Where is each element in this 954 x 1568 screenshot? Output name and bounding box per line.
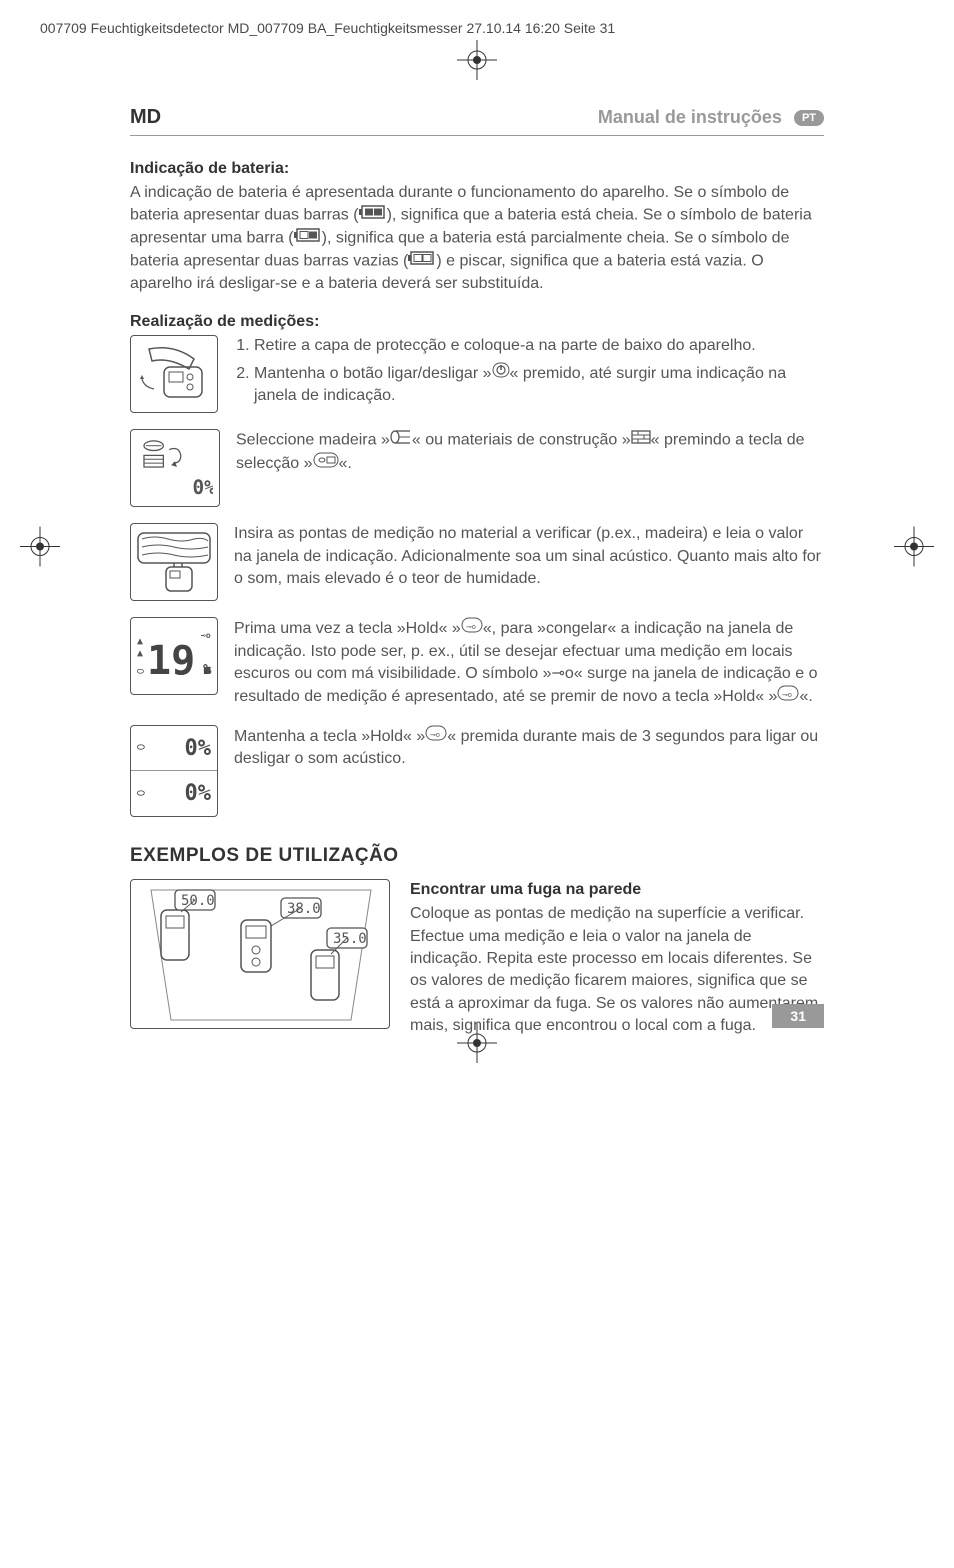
step-3-illustration	[130, 523, 218, 601]
example-body: Coloque as pontas de medição na superfíc…	[410, 905, 818, 1034]
page-content: MD Manual de instruções PT Indicação de …	[0, 46, 954, 1098]
example-text: Encontrar uma fuga na parede Coloque as …	[410, 879, 824, 1038]
lcd-bottom: ⬭ 0%	[131, 771, 217, 816]
step-1: Retire a capa de protecção e coloque-a n…	[130, 335, 824, 413]
hold-button-icon: ⊸o	[777, 685, 799, 708]
hold-button-icon: ⊸o	[461, 617, 483, 640]
step-4-text: Prima uma vez a tecla »Hold« »⊸o«, para …	[234, 617, 824, 709]
svg-text:⊸o: ⊸o	[430, 732, 440, 739]
battery-heading: Indicação de bateria:	[130, 160, 824, 178]
step-1-text: Retire a capa de protecção e coloque-a n…	[234, 335, 824, 411]
svg-text:38.0: 38.0	[287, 901, 321, 917]
example-illustration: 50.0 38.0 35.0	[130, 879, 390, 1029]
example-block: 50.0 38.0 35.0	[130, 879, 824, 1038]
step-1-illustration	[130, 335, 218, 413]
step-4: ▲ ▲ ⬭ 19.8 % ⊸o Prima uma vez a tecla »H…	[130, 617, 824, 709]
svg-text:50.0: 50.0	[181, 893, 215, 909]
wood-icon	[390, 429, 412, 451]
svg-text:35.0: 35.0	[333, 931, 367, 947]
svg-text:⊸o: ⊸o	[201, 631, 211, 640]
power-icon	[492, 362, 510, 385]
step-5-illustration: ⬭ 0% ⬭ 0%	[130, 725, 218, 817]
select-button-icon	[313, 452, 339, 475]
svg-text:%: %	[203, 662, 212, 678]
step-4-illustration: ▲ ▲ ⬭ 19.8 % ⊸o	[130, 617, 218, 695]
manual-title: Manual de instruções	[598, 107, 782, 128]
svg-text:⬭: ⬭	[136, 667, 144, 676]
svg-text:▲: ▲	[137, 648, 143, 659]
step-5: ⬭ 0% ⬭ 0% Mantenha a tecla »Hold« »⊸o« p…	[130, 725, 824, 817]
step-1-item-2: Mantenha o botão ligar/desligar »« premi…	[254, 362, 824, 408]
hold-button-icon: ⊸o	[425, 725, 447, 748]
battery-empty-icon	[408, 250, 436, 272]
svg-text:⊸o: ⊸o	[466, 624, 476, 631]
battery-full-icon	[359, 204, 387, 226]
step-2-text: Seleccione madeira »« ou materiais de co…	[236, 429, 824, 475]
step-1-item-1: Retire a capa de protecção e coloque-a n…	[254, 335, 824, 357]
hold-symbol: ⊸o	[551, 665, 573, 682]
document-header: MD Manual de instruções PT	[130, 106, 824, 136]
examples-title: EXEMPLOS DE UTILIZAÇÃO	[130, 845, 824, 867]
measurements-heading: Realização de medições:	[130, 313, 824, 331]
model-code: MD	[130, 106, 161, 129]
step-2: 0% Seleccione madeira »« ou materiais de…	[130, 429, 824, 507]
step-3-text: Insira as pontas de medição no material …	[234, 523, 824, 590]
step-3: Insira as pontas de medição no material …	[130, 523, 824, 601]
language-badge: PT	[794, 110, 824, 126]
svg-text:⊸o: ⊸o	[782, 692, 792, 699]
example-subheading: Encontrar uma fuga na parede	[410, 879, 824, 901]
svg-text:0%: 0%	[192, 476, 213, 499]
page-number: 31	[772, 1004, 824, 1028]
step-5-text: Mantenha a tecla »Hold« »⊸o« premida dur…	[234, 725, 824, 771]
svg-text:▲: ▲	[137, 636, 143, 647]
step-2-illustration: 0%	[130, 429, 220, 507]
building-material-icon	[631, 429, 651, 451]
battery-text: A indicação de bateria é apresentada dur…	[130, 182, 824, 295]
battery-half-icon	[294, 227, 322, 249]
lcd-top: ⬭ 0%	[131, 726, 217, 772]
